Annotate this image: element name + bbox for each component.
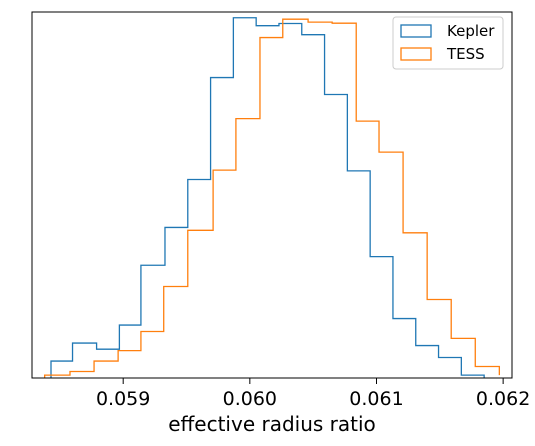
legend: Kepler TESS bbox=[393, 17, 503, 69]
series-kepler-outline bbox=[51, 18, 484, 378]
x-axis-label: effective radius ratio bbox=[168, 412, 376, 436]
series-layer bbox=[45, 18, 500, 378]
x-tick-label: 0.062 bbox=[476, 388, 530, 410]
series-tess-outline bbox=[45, 19, 500, 378]
x-axis-ticks: 0.059 0.060 0.061 0.062 bbox=[96, 378, 530, 410]
legend-label-kepler: Kepler bbox=[447, 22, 495, 40]
legend-label-tess: TESS bbox=[446, 45, 485, 63]
x-tick-label: 0.061 bbox=[349, 388, 403, 410]
x-tick-label: 0.060 bbox=[223, 388, 277, 410]
x-tick-label: 0.059 bbox=[96, 388, 150, 410]
